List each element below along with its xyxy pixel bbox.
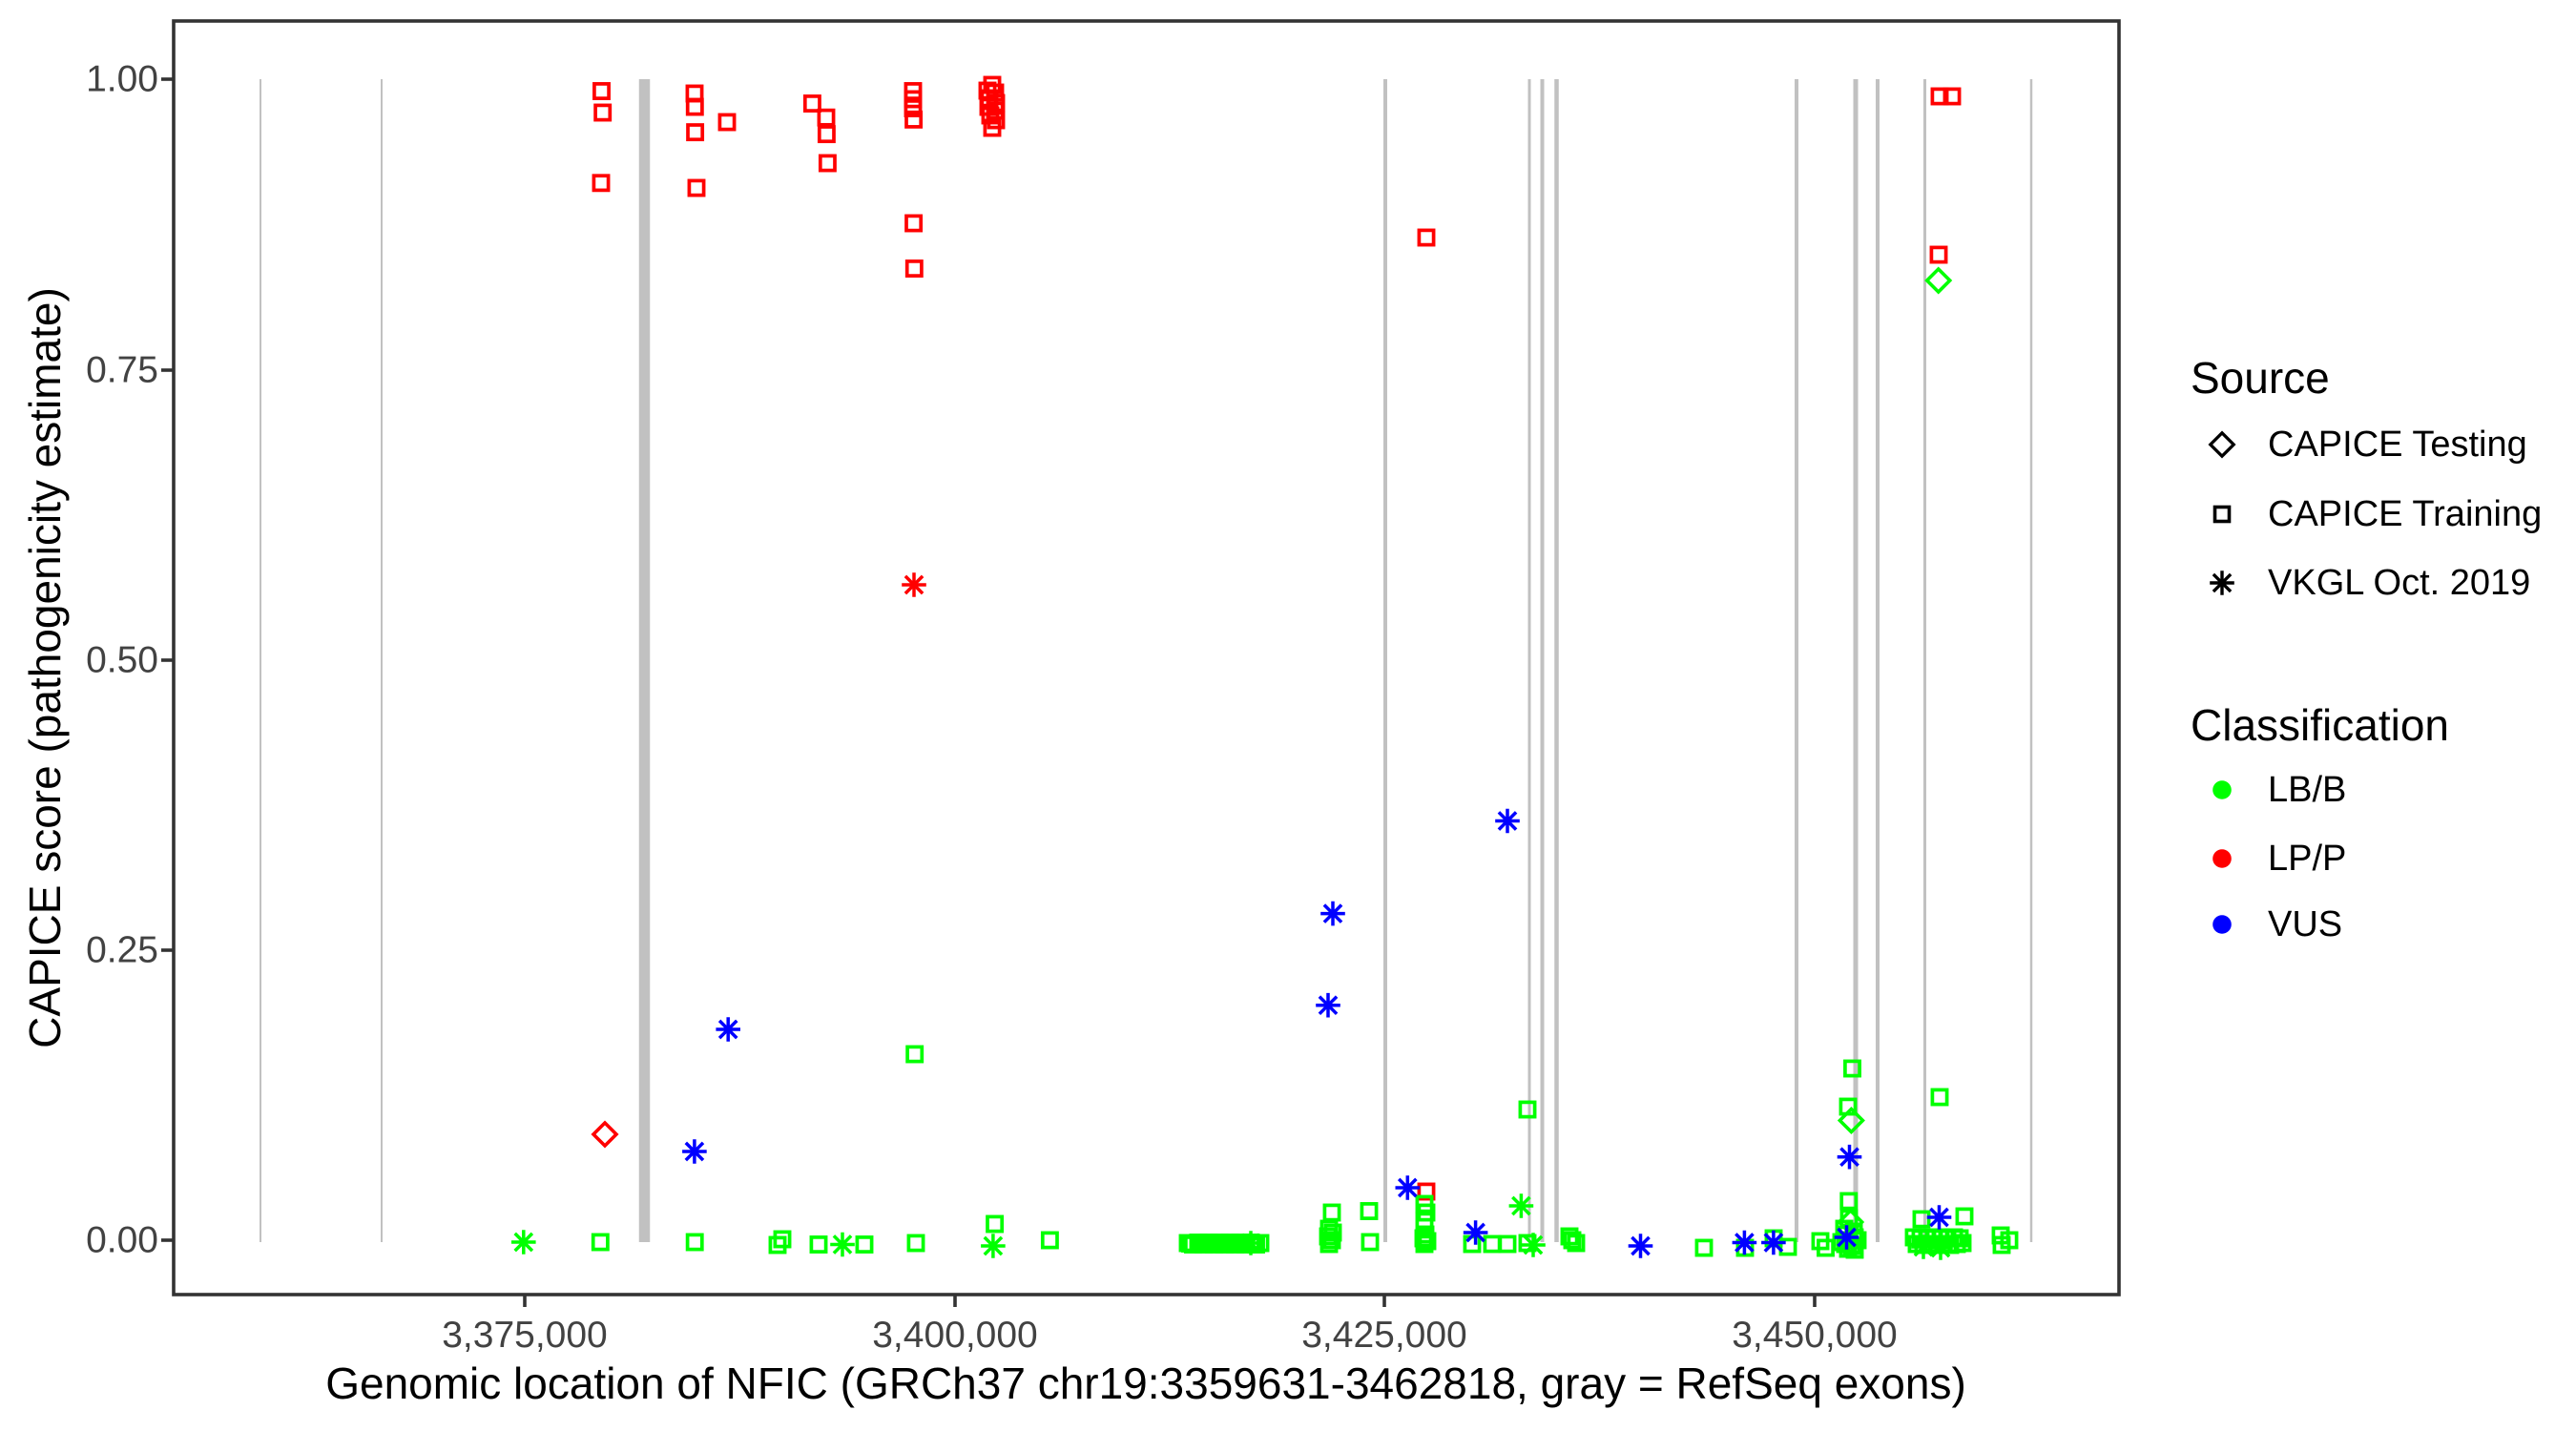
svg-text:3,400,000: 3,400,000 [872, 1315, 1038, 1356]
svg-text:0.00: 0.00 [86, 1220, 158, 1261]
svg-text:VKGL Oct. 2019: VKGL Oct. 2019 [2268, 563, 2530, 603]
svg-text:3,375,000: 3,375,000 [442, 1315, 608, 1356]
svg-text:Source: Source [2191, 353, 2330, 403]
svg-text:3,450,000: 3,450,000 [1732, 1315, 1898, 1356]
svg-text:0.25: 0.25 [86, 930, 158, 971]
svg-text:VUS: VUS [2268, 904, 2342, 944]
svg-text:Classification: Classification [2191, 700, 2449, 750]
svg-text:LP/P: LP/P [2268, 839, 2346, 879]
svg-text:0.50: 0.50 [86, 640, 158, 681]
svg-text:CAPICE Training: CAPICE Training [2268, 494, 2542, 534]
svg-text:LB/B: LB/B [2268, 770, 2346, 810]
svg-text:CAPICE Testing: CAPICE Testing [2268, 425, 2527, 465]
svg-text:3,425,000: 3,425,000 [1301, 1315, 1467, 1356]
svg-text:1.00: 1.00 [86, 59, 158, 100]
svg-text:0.75: 0.75 [86, 350, 158, 391]
svg-text:Genomic location of NFIC (GRCh: Genomic location of NFIC (GRCh37 chr19:3… [325, 1358, 1966, 1408]
svg-text:CAPICE score (pathogenicity es: CAPICE score (pathogenicity estimate) [20, 287, 70, 1048]
